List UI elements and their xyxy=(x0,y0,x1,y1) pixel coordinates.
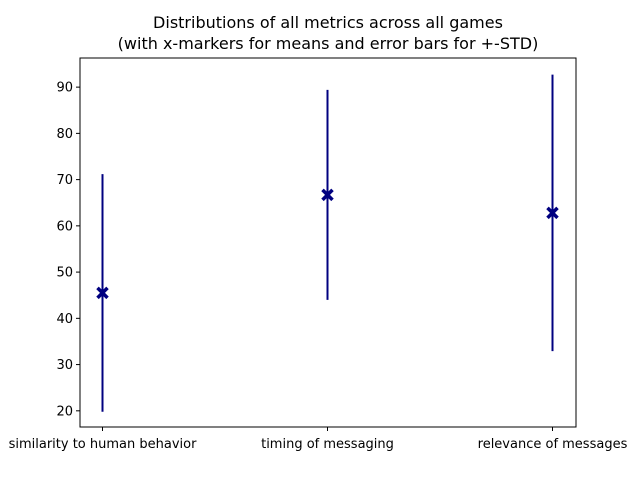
mean-marker xyxy=(321,188,334,202)
y-tick-label: 60 xyxy=(56,219,73,234)
y-tick-label: 90 xyxy=(56,81,73,96)
x-tick-label: similarity to human behavior xyxy=(9,437,197,452)
axes-frame xyxy=(79,57,577,428)
chart-title-line-1: Distributions of all metrics across all … xyxy=(153,13,503,32)
mean-marker xyxy=(546,206,559,220)
x-tick-label: relevance of messages xyxy=(478,437,628,452)
y-tick-label: 20 xyxy=(56,404,73,419)
y-tick-label: 40 xyxy=(56,312,73,327)
plot-area: 20 30 40 50 60 70 80 90 similarity to human beha… xyxy=(9,74,628,452)
chart-title-line-2: (with x-markers for means and error bars… xyxy=(118,34,539,53)
x-tick-label: timing of messaging xyxy=(261,437,394,452)
y-tick-label: 30 xyxy=(56,358,73,373)
y-tick-label: 50 xyxy=(56,266,73,281)
mean-marker xyxy=(96,286,109,300)
y-tick-label: 70 xyxy=(56,173,73,188)
y-tick-label: 80 xyxy=(56,127,73,142)
